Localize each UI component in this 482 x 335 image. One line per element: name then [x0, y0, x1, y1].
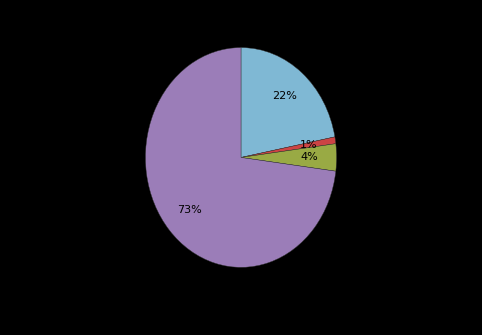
Wedge shape — [241, 144, 336, 171]
Wedge shape — [241, 48, 335, 157]
Text: 4%: 4% — [301, 152, 319, 162]
Wedge shape — [241, 137, 336, 157]
Text: 22%: 22% — [272, 91, 297, 102]
Text: 73%: 73% — [177, 205, 202, 215]
Text: 1%: 1% — [300, 140, 318, 150]
Wedge shape — [146, 48, 336, 267]
